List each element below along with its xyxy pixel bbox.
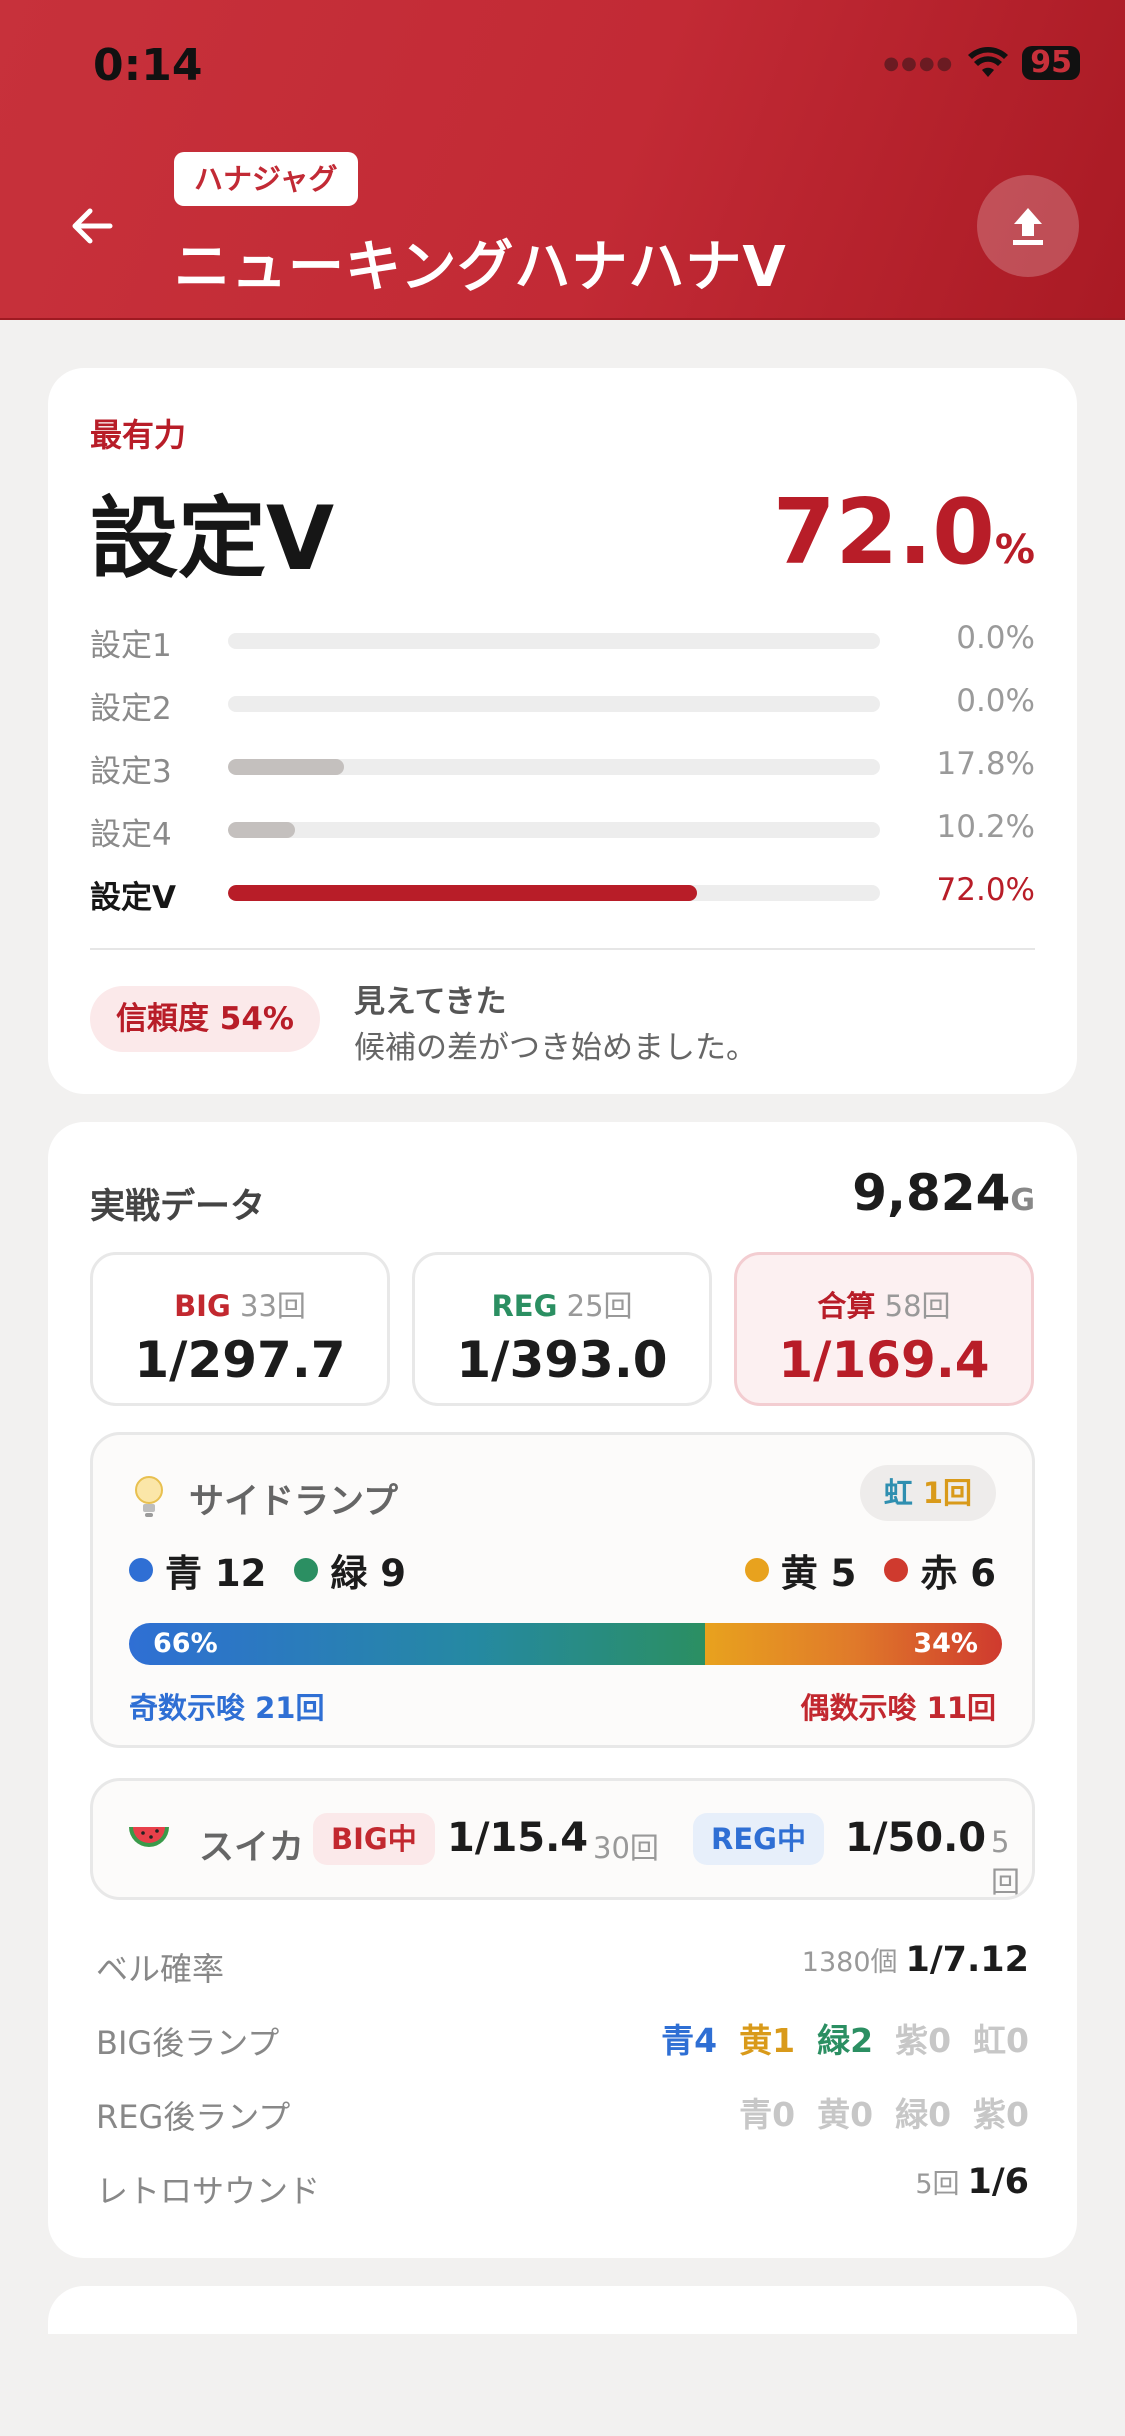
page-title: ニューキングハナハナV	[174, 235, 787, 300]
upload-icon	[1013, 208, 1043, 245]
setting-row-2: 設定2 0.0%	[90, 683, 1035, 727]
probability-bar	[228, 759, 880, 775]
setting-row-4: 設定4 10.2%	[90, 809, 1035, 853]
big-stat-box[interactable]: BIG 33回 1/297.7	[90, 1252, 390, 1406]
watermelon-reg-count: 5回	[991, 1825, 1021, 1899]
setting-row-v: 設定V 72.0%	[90, 872, 1035, 916]
probability-bar	[228, 822, 880, 838]
watermelon-title: スイカ	[199, 1828, 305, 1868]
watermelon-big-count: 30回	[593, 1831, 659, 1865]
rainbow-count-badge: 虹 1回	[859, 1465, 996, 1521]
setting-estimate-card: 最有力 設定V 72.0% 設定1 0.0% 設定2 0.0% 設定3 17.8…	[48, 368, 1077, 1094]
reg-stat-box[interactable]: REG 25回 1/393.0	[412, 1252, 712, 1406]
watermelon-reg-value: 1/50.0	[845, 1815, 987, 1861]
lightbulb-icon	[135, 1476, 163, 1517]
odd-ratio: 66%	[129, 1623, 706, 1665]
status-time: 0:14	[93, 40, 203, 91]
machine-category-tag: ハナジャグ	[174, 152, 358, 206]
bell-probability-row[interactable]: ベル確率 1380個 1/7.12	[96, 1940, 1029, 1988]
wifi-icon	[968, 47, 1009, 77]
side-lamp-panel[interactable]: サイドランプ 虹 1回 青 12 緑 9 黄 5 赤 6 66% 34% 奇数示…	[90, 1432, 1035, 1748]
top-candidate-label: 最有力	[90, 416, 187, 454]
setting-row-1: 設定1 0.0%	[90, 620, 1035, 664]
green-count: 緑 9	[294, 1543, 406, 1597]
reg-after-lamp-row[interactable]: REG後ランプ 青0 黄0 緑0 紫0	[96, 2095, 1029, 2136]
app-header: 0:14 ●●●● 95 ハナジャグ ニューキングハナハナV	[0, 0, 1125, 320]
reliability-badge: 信頼度 54%	[90, 986, 320, 1052]
back-arrow-icon[interactable]	[62, 196, 122, 256]
setting-row-3: 設定3 17.8%	[90, 746, 1035, 790]
bottom-area	[0, 2334, 1125, 2436]
divider	[90, 948, 1035, 950]
probability-bar	[228, 885, 880, 901]
big-mode-badge: BIG中	[313, 1813, 435, 1865]
reliability-description: 候補の差がつき始めました。	[354, 1030, 757, 1066]
watermelon-icon	[129, 1827, 169, 1847]
top-setting-name: 設定V	[90, 487, 335, 590]
share-button[interactable]	[977, 175, 1079, 277]
reg-mode-badge: REG中	[693, 1813, 824, 1865]
battery-indicator: 95	[1022, 46, 1080, 80]
blue-count: 青 12	[129, 1543, 266, 1597]
watermelon-panel[interactable]: スイカ BIG中 1/15.4 30回 REG中 1/50.0 5回	[90, 1778, 1035, 1900]
odd-hint-count: 奇数示唆 21回	[129, 1691, 325, 1725]
total-games: 9,824G	[852, 1164, 1035, 1222]
yellow-count: 黄 5	[744, 1543, 856, 1597]
reliability-title: 見えてきた	[354, 984, 507, 1020]
play-data-card: 実戦データ 9,824G BIG 33回 1/297.7 REG 25回 1/3…	[48, 1122, 1077, 2258]
watermelon-big-value: 1/15.4	[447, 1815, 589, 1861]
big-after-lamp-row[interactable]: BIG後ランプ 青4 黄1 緑2 紫0 虹0	[96, 2021, 1029, 2062]
retro-sound-row[interactable]: レトロサウンド 5回 1/6	[96, 2162, 1029, 2210]
side-lamp-title: サイドランプ	[189, 1482, 398, 1522]
even-ratio: 34%	[705, 1623, 1002, 1665]
signal-icon: ●●●●	[883, 52, 955, 74]
even-hint-count: 偶数示唆 11回	[800, 1691, 996, 1725]
red-count: 赤 6	[884, 1543, 996, 1597]
probability-bar	[228, 633, 880, 649]
odd-even-ratio-bar: 66% 34%	[129, 1623, 1002, 1665]
status-icons: ●●●● 95	[883, 46, 1080, 80]
probability-bar	[228, 696, 880, 712]
top-setting-percent: 72.0%	[772, 480, 1035, 585]
section-title: 実戦データ	[90, 1187, 266, 1227]
combined-stat-box[interactable]: 合算 58回 1/169.4	[734, 1252, 1034, 1406]
